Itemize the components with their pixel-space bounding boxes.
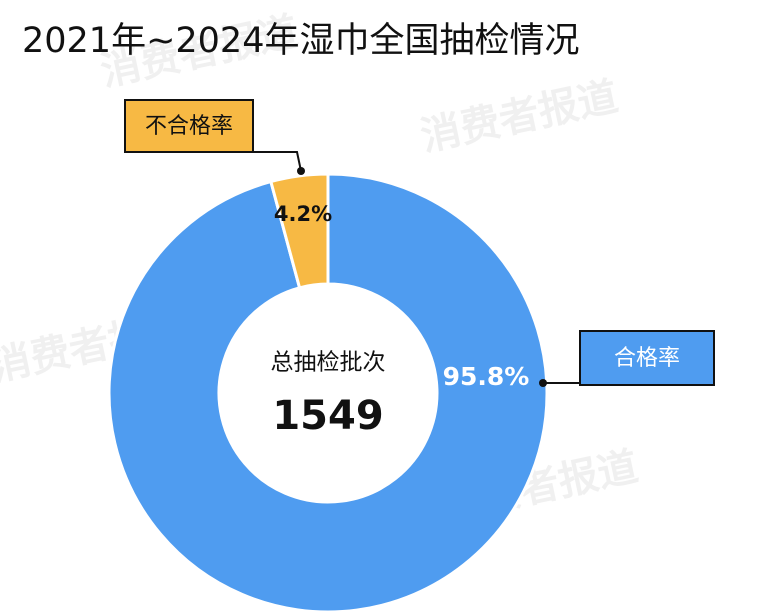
donut (107, 172, 549, 614)
legend-label: 合格率 (614, 346, 680, 371)
center-value: 1549 (272, 393, 383, 439)
chart-title: 2021年~2024年湿巾全国抽检情况 (22, 21, 579, 61)
callout-line (253, 151, 302, 172)
watermark: 消费者报道 (417, 73, 622, 161)
donut-hole (219, 284, 437, 502)
legend-label: 不合格率 (145, 114, 233, 139)
callouts: 95.8% 4.2% 合格率 不合格率 (124, 99, 715, 391)
value-label: 4.2% (274, 202, 332, 226)
legend-box (579, 330, 715, 386)
center-label: 总抽检批次 (271, 350, 386, 376)
callout-dot (297, 167, 305, 175)
callout-dot (539, 379, 547, 387)
legend-box (124, 99, 254, 153)
value-label: 95.8% (443, 362, 530, 391)
